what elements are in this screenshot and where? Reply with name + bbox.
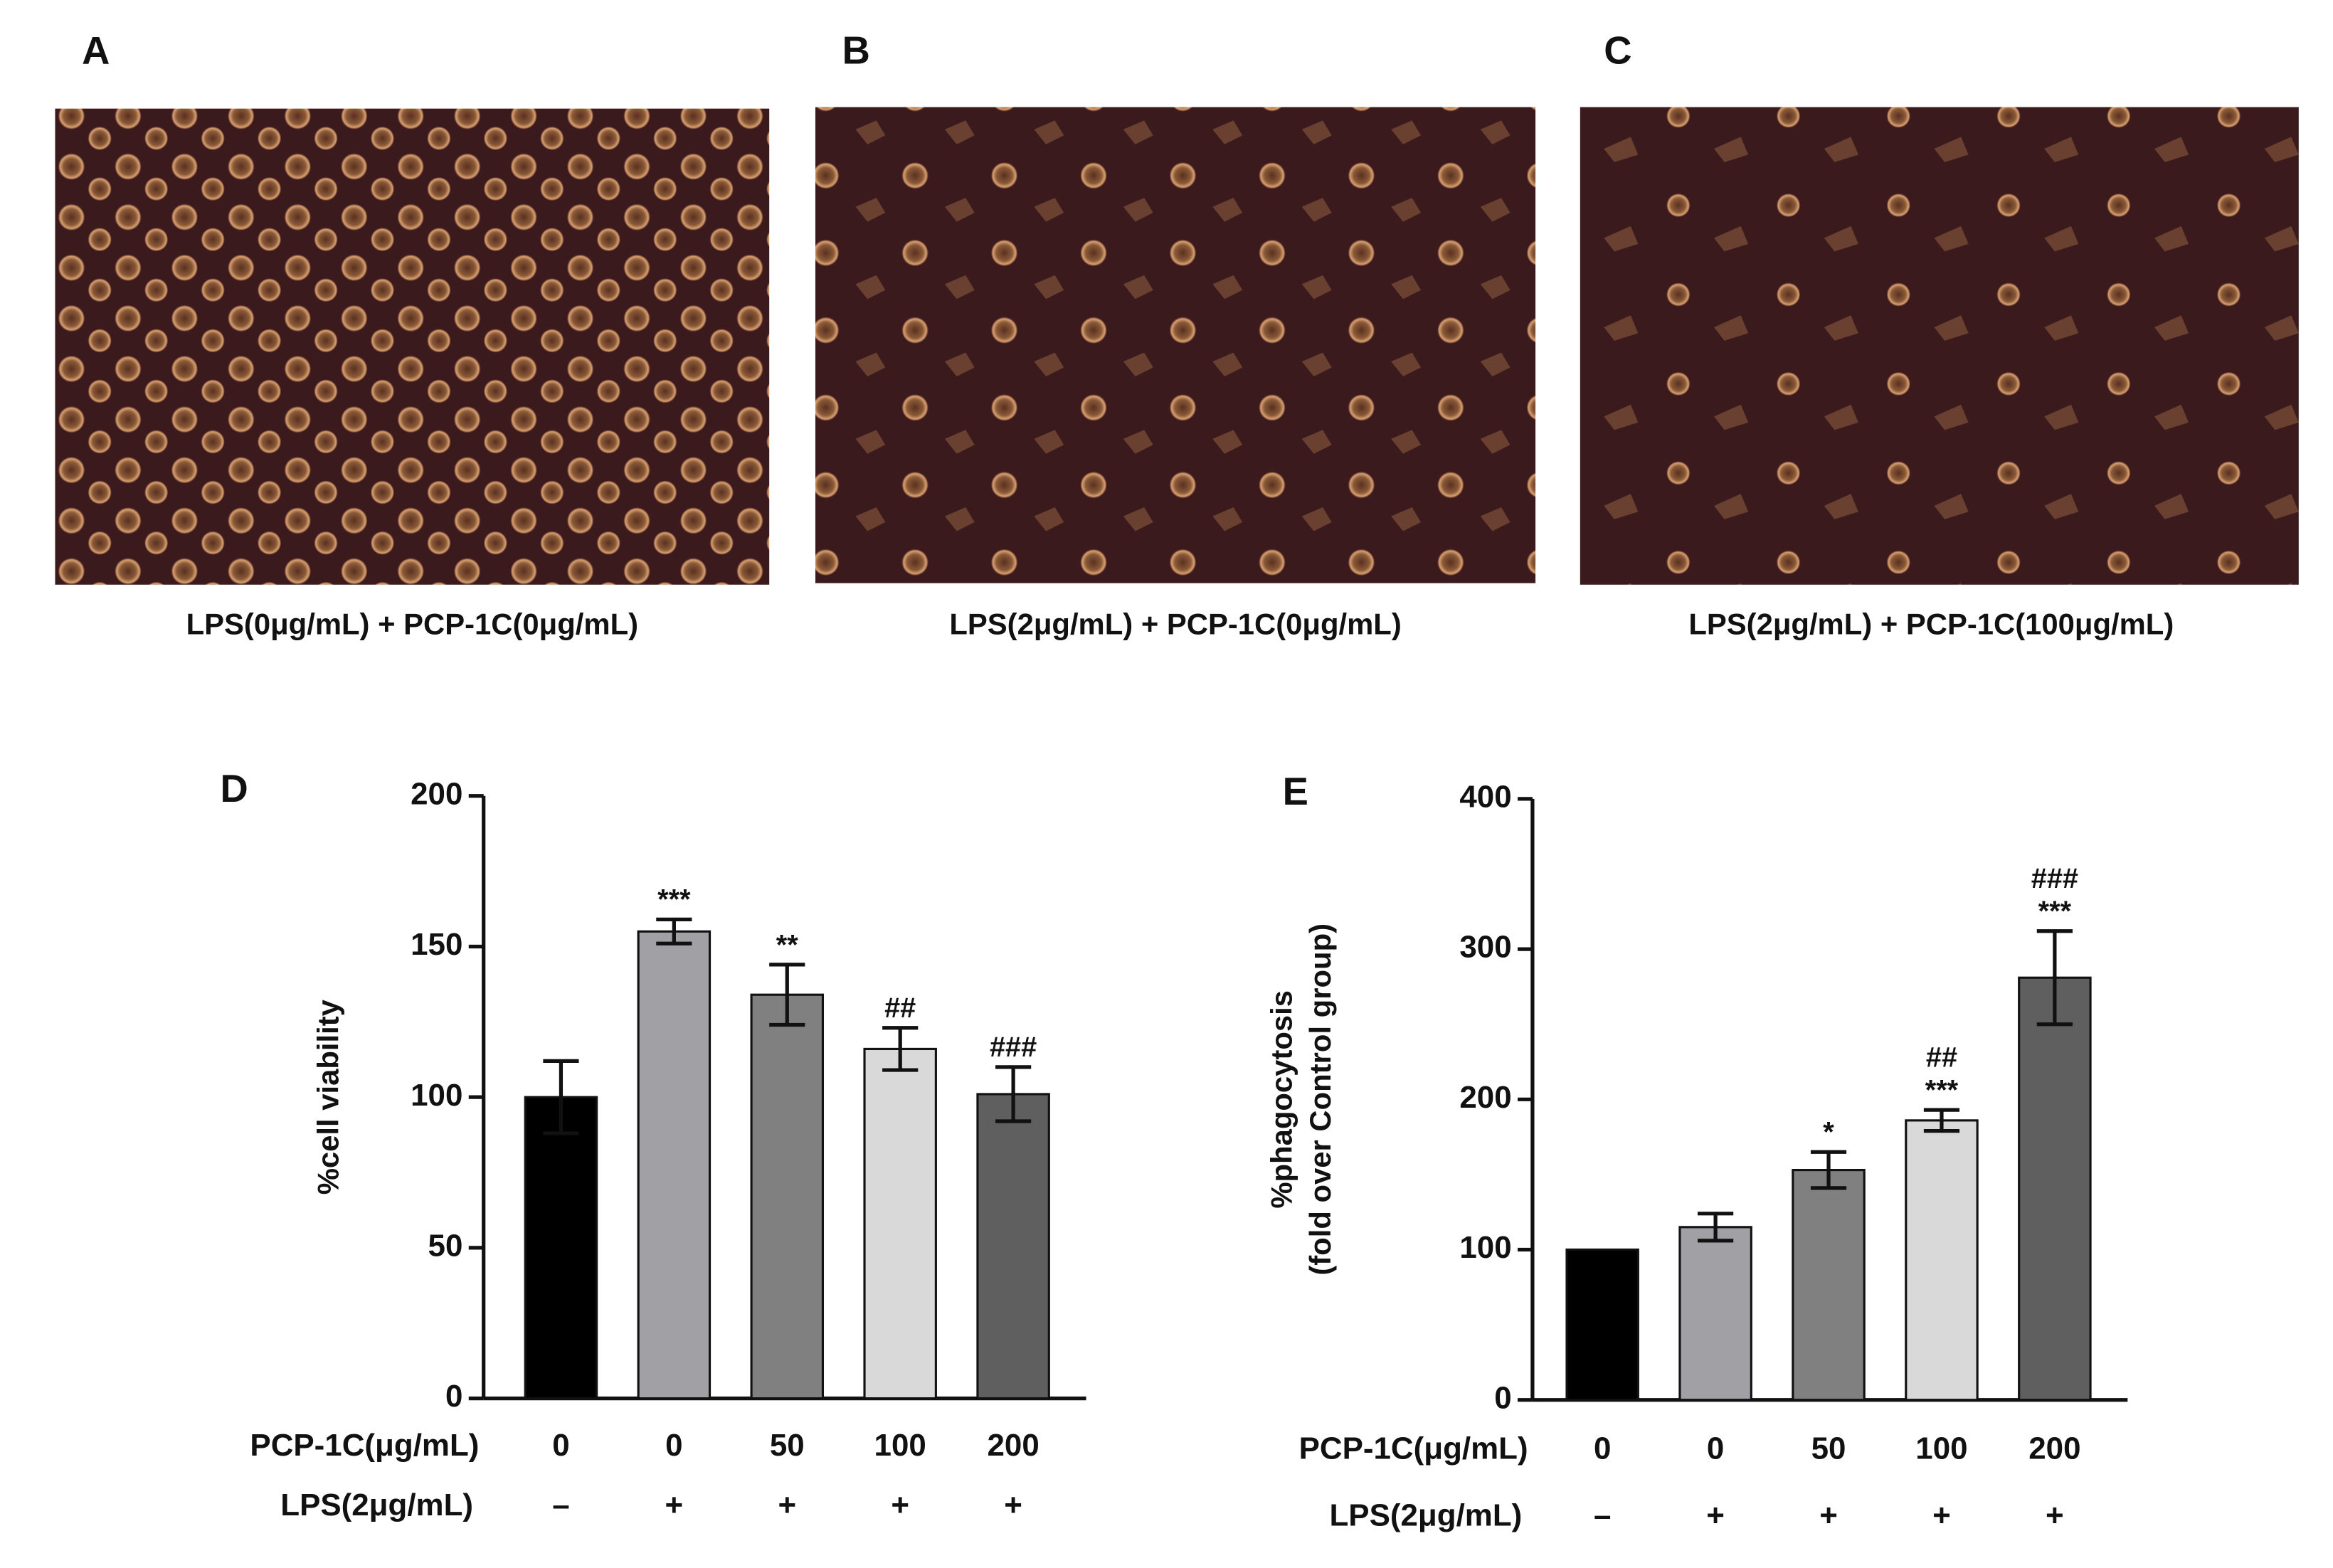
bar: [750, 993, 825, 1400]
significance: ***: [1925, 1075, 1959, 1106]
lps-label: +: [891, 1488, 909, 1522]
y-tick-label: 150: [411, 927, 462, 962]
photo-a: [55, 108, 770, 585]
photo-b: [815, 107, 1536, 583]
lps-label: +: [2046, 1498, 2064, 1532]
bar: [2018, 976, 2092, 1402]
bar: [1905, 1119, 1979, 1402]
lps-label: +: [1932, 1498, 1951, 1532]
significance: ##: [1926, 1042, 1957, 1073]
lps-label: –: [1594, 1498, 1611, 1532]
significance: *: [1823, 1117, 1834, 1148]
x-tick-label: 0: [1594, 1431, 1611, 1466]
row-label: PCP-1C(μg/mL): [250, 1428, 479, 1463]
bar: [524, 1096, 598, 1400]
significance: ###: [990, 1032, 1037, 1063]
significance: ***: [2038, 896, 2072, 927]
panel-label: B: [842, 29, 870, 73]
panel-label: C: [1604, 29, 1631, 73]
caption: LPS(2μg/mL) + PCP-1C(0μg/mL): [949, 607, 1401, 640]
y-tick-label: 50: [428, 1228, 463, 1263]
y-tick-label: 200: [411, 776, 462, 811]
bar: [1678, 1226, 1752, 1402]
significance: ###: [2031, 863, 2078, 894]
x-tick-label: 50: [1811, 1431, 1846, 1466]
photo-c: [1580, 107, 2299, 585]
y-axis-label: %phagocytosis: [1265, 990, 1298, 1209]
y-tick-label: 300: [1459, 930, 1511, 965]
y-tick-label: 0: [445, 1379, 462, 1414]
x-tick-label: 100: [874, 1428, 926, 1463]
significance: **: [776, 929, 798, 960]
significance: ##: [884, 992, 916, 1024]
bar: [863, 1047, 937, 1400]
x-tick-label: 100: [1915, 1431, 1967, 1466]
x-tick-label: 0: [665, 1428, 682, 1463]
y-tick-label: 0: [1494, 1380, 1511, 1415]
significance: ***: [657, 884, 691, 916]
lps-label: +: [1004, 1488, 1022, 1522]
y-tick-label: 200: [1459, 1080, 1511, 1115]
lps-label: +: [1706, 1498, 1725, 1532]
row-label: LPS(2μg/mL): [1329, 1498, 1522, 1532]
lps-label: +: [665, 1488, 684, 1522]
x-tick-label: 200: [987, 1428, 1039, 1463]
caption: LPS(0μg/mL) + PCP-1C(0μg/mL): [186, 607, 638, 640]
panel-label: D: [221, 767, 248, 810]
bar: [637, 930, 711, 1400]
y-axis-label: %cell viability: [311, 999, 344, 1194]
row-label: LPS(2μg/mL): [280, 1488, 473, 1522]
lps-label: +: [1819, 1498, 1838, 1532]
bar: [976, 1093, 1050, 1400]
bar: [1565, 1248, 1639, 1402]
y-tick-label: 100: [411, 1078, 462, 1113]
lps-label: –: [552, 1488, 569, 1522]
caption: LPS(2μg/mL) + PCP-1C(100μg/mL): [1688, 607, 2174, 640]
x-tick-label: 50: [770, 1428, 805, 1463]
bar: [1792, 1169, 1866, 1402]
lps-label: +: [778, 1488, 796, 1522]
y-tick-label: 100: [1459, 1230, 1511, 1265]
x-tick-label: 200: [2028, 1431, 2080, 1466]
panel-label: E: [1283, 770, 1308, 813]
x-tick-label: 0: [1707, 1431, 1724, 1466]
x-tick-label: 0: [552, 1428, 569, 1463]
y-tick-label: 400: [1459, 780, 1511, 815]
panel-label: A: [82, 29, 110, 73]
y-axis-label: (fold over Control group): [1303, 923, 1337, 1276]
row-label: PCP-1C(μg/mL): [1299, 1431, 1528, 1466]
